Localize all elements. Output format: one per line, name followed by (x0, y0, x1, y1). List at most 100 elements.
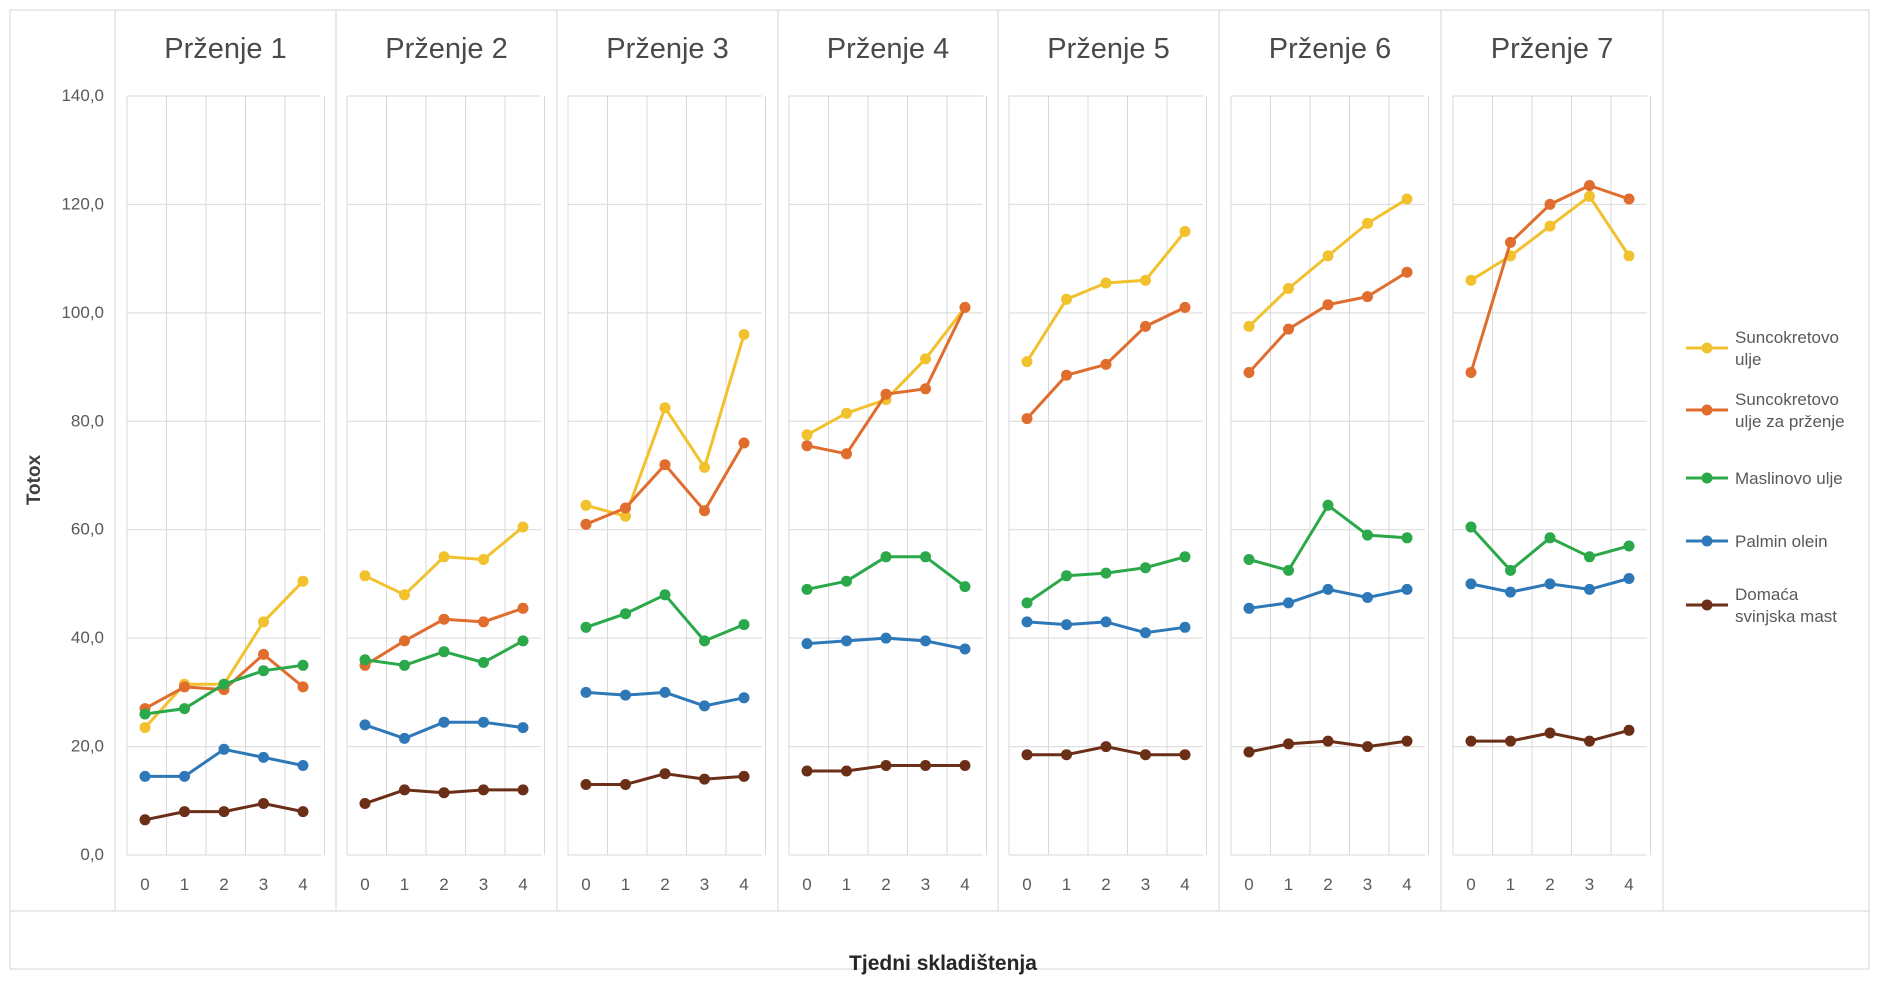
data-point (359, 798, 371, 809)
data-point (1401, 583, 1413, 595)
x-tick-label: 3 (479, 875, 488, 894)
x-tick-label: 4 (960, 875, 969, 894)
legend-label: Suncokretovo (1735, 328, 1839, 347)
data-point (218, 743, 230, 755)
data-point (399, 784, 410, 796)
data-point (1623, 540, 1635, 552)
data-point (699, 773, 710, 785)
x-tick-label: 0 (581, 875, 590, 894)
x-tick-label: 3 (1585, 875, 1594, 894)
data-point (920, 551, 931, 563)
data-point (1243, 320, 1255, 332)
data-point (738, 437, 750, 449)
x-tick-label: 0 (140, 875, 149, 894)
data-point (478, 657, 489, 668)
data-point (359, 654, 371, 666)
data-point (218, 678, 230, 690)
data-point (659, 686, 671, 698)
data-point (1322, 735, 1334, 747)
data-point (880, 388, 892, 400)
y-tick-label: 60,0 (71, 520, 104, 539)
data-point (1584, 190, 1595, 202)
data-point (580, 686, 592, 698)
x-tick-label: 0 (1244, 875, 1253, 894)
data-point (1021, 616, 1033, 628)
data-point (1362, 741, 1373, 753)
data-point (580, 499, 592, 511)
data-point (258, 665, 269, 677)
data-point (959, 581, 971, 593)
data-point (880, 632, 892, 644)
y-tick-label: 80,0 (71, 411, 104, 430)
data-point (699, 635, 710, 647)
data-point (1243, 602, 1255, 614)
data-point (1322, 499, 1334, 511)
data-point (478, 554, 489, 565)
x-tick-label: 3 (1363, 875, 1372, 894)
panel-title: Prženje 1 (164, 33, 287, 65)
data-point (1505, 564, 1516, 576)
data-point (139, 722, 151, 734)
data-point (841, 407, 852, 419)
data-point (699, 461, 710, 473)
data-point (1179, 226, 1191, 237)
data-point (179, 770, 190, 782)
data-point (1362, 592, 1373, 603)
data-point (1401, 532, 1413, 544)
data-point (1061, 749, 1072, 761)
data-point (1061, 293, 1072, 305)
data-point (297, 760, 309, 771)
legend-label: Domaća (1735, 585, 1799, 604)
x-tick-label: 4 (1624, 875, 1633, 894)
legend-label: ulje za prženje (1735, 412, 1845, 431)
data-point (1322, 299, 1334, 311)
y-axis-title: Totox (24, 454, 45, 505)
data-point (1584, 735, 1595, 747)
y-tick-label: 120,0 (61, 194, 104, 213)
data-point (738, 619, 750, 631)
x-tick-label: 2 (1101, 875, 1110, 894)
data-point (1465, 735, 1477, 747)
data-point (580, 621, 592, 633)
data-point (1544, 578, 1556, 590)
data-point (801, 765, 813, 777)
data-point (1283, 738, 1294, 750)
data-point (738, 329, 750, 340)
data-point (841, 575, 852, 587)
data-point (1401, 266, 1413, 278)
x-tick-label: 4 (739, 875, 748, 894)
data-point (1243, 367, 1255, 378)
x-tick-label: 0 (802, 875, 811, 894)
x-tick-label: 0 (1466, 875, 1475, 894)
data-point (699, 505, 710, 517)
data-point (1140, 320, 1151, 332)
data-point (517, 602, 529, 614)
data-point (139, 814, 151, 826)
legend-marker (1701, 342, 1713, 354)
data-point (801, 429, 813, 441)
data-point (1021, 413, 1033, 425)
x-tick-label: 2 (660, 875, 669, 894)
data-point (1021, 597, 1033, 609)
data-point (841, 448, 852, 460)
data-point (359, 570, 371, 582)
data-point (580, 779, 592, 790)
panel-title: Prženje 4 (827, 33, 950, 65)
data-point (1505, 735, 1516, 747)
x-tick-label: 1 (621, 875, 630, 894)
y-tick-label: 20,0 (71, 737, 104, 756)
x-tick-label: 1 (842, 875, 851, 894)
data-point (841, 765, 852, 777)
data-point (297, 575, 309, 587)
panel-title: Prženje 7 (1491, 33, 1614, 65)
data-point (1465, 578, 1477, 590)
data-point (399, 732, 410, 744)
data-point (1362, 217, 1373, 229)
x-tick-label: 1 (400, 875, 409, 894)
chart-frame (9, 9, 1870, 970)
data-point (620, 510, 631, 522)
data-point (517, 784, 529, 796)
data-point (1283, 564, 1294, 576)
data-point (699, 700, 710, 712)
data-point (218, 806, 230, 818)
